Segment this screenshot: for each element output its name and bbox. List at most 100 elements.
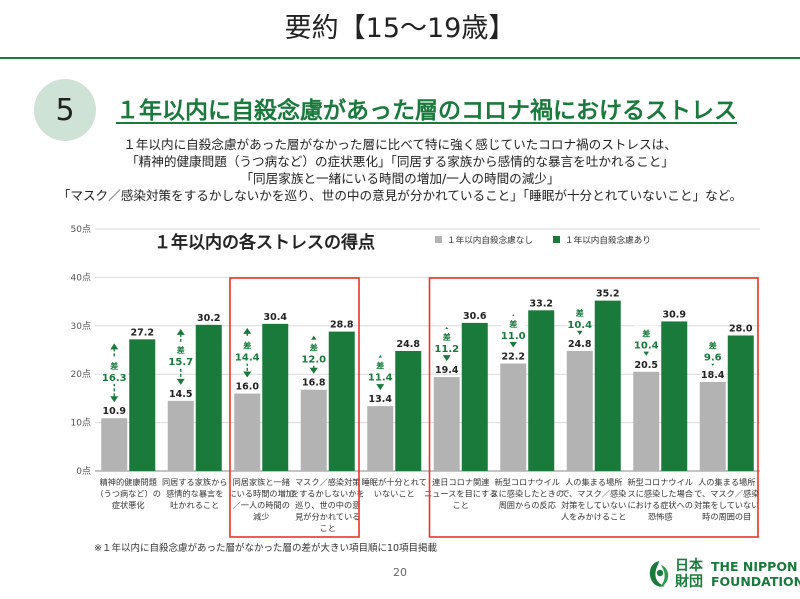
category-label: 症状悪化 — [112, 500, 145, 510]
foundation-mark-icon — [649, 561, 669, 587]
bar-ideation — [328, 331, 355, 471]
data-label: 35.2 — [596, 289, 619, 300]
bar-ideation — [661, 321, 688, 471]
category-label: こと — [320, 523, 336, 533]
y-tick-label: 20点 — [71, 369, 91, 380]
category-label: 新型コロナウイル — [627, 477, 693, 487]
difference-label-bg — [235, 337, 260, 364]
data-label: 33.2 — [530, 298, 553, 309]
summary-line: 「同居家族と一緒にいる時間の増加/一人の時間の減少」 — [240, 171, 560, 186]
difference-prefix: 差 — [575, 308, 584, 318]
stress-score-bar-chart: 0点 10点 20点 30点 40点 50点 １年以内自殺念慮なし １年以内自殺念慮あり 10.… — [71, 224, 760, 538]
y-tick-label: 0点 — [76, 466, 91, 477]
category-label: 人の集まる場所 — [565, 477, 622, 487]
category-label: 時の周囲の目 — [702, 512, 751, 522]
difference-arrowhead — [110, 396, 119, 403]
bar-no-ideation — [101, 418, 128, 471]
data-label: 20.5 — [635, 360, 658, 371]
summary-line: 「マスク／感染対策をするかしないかを巡り、世の中の意見が分かれていること」「睡眠… — [57, 188, 743, 203]
difference-arrowhead — [442, 355, 451, 362]
difference-arrowhead — [176, 328, 185, 335]
category-label: （うつ病など）の — [95, 489, 161, 499]
category-label: 減少 — [253, 512, 269, 522]
difference-label: 11.0 — [501, 331, 526, 342]
data-label: 18.4 — [701, 370, 725, 381]
difference-label-bg — [567, 304, 592, 331]
bar-ideation — [395, 350, 422, 471]
category-label: 巡り、世の中の意 — [295, 500, 360, 510]
data-label: 30.6 — [463, 311, 487, 322]
category-label: 精神的健康問題 — [100, 477, 157, 487]
bar-ideation — [528, 310, 555, 471]
data-label: 28.0 — [729, 323, 753, 334]
category-label: 同居する家族から — [162, 477, 228, 487]
difference-prefix: 差 — [176, 345, 185, 355]
data-label: 24.8 — [568, 339, 592, 350]
data-label: 24.8 — [397, 339, 421, 350]
category-label: 恐怖感 — [648, 512, 673, 522]
difference-arrowhead — [110, 343, 119, 350]
difference-label-bg — [368, 357, 393, 384]
category-label: にいる時間の増加 — [228, 489, 294, 499]
category-label: 人をみかけること — [561, 512, 627, 522]
difference-label-bg — [700, 337, 725, 364]
difference-arrowhead — [509, 341, 518, 348]
bar-ideation — [727, 335, 754, 471]
category-label: ／一人の時間の — [233, 500, 290, 510]
category-label: 見が分かれている — [295, 512, 360, 522]
category-label: いないこと — [374, 489, 415, 499]
difference-label: 9.6 — [704, 353, 722, 364]
legend-label: １年以内自殺念慮あり — [565, 234, 651, 246]
difference-label-bg — [434, 329, 459, 355]
category-label: 人の集まる場所 — [698, 477, 755, 487]
category-label: 対策をしていない — [694, 500, 759, 510]
y-tick-label: 10点 — [71, 418, 91, 429]
data-label: 30.9 — [663, 309, 686, 320]
bar-ideation — [461, 322, 488, 471]
difference-label-bg — [634, 325, 659, 352]
category-label: ニュースを目にする — [424, 489, 497, 499]
bar-ideation — [129, 339, 156, 471]
data-label: 13.4 — [369, 394, 393, 405]
foundation-name-jp: 日本 財団 — [675, 558, 703, 590]
data-label: 22.2 — [502, 352, 525, 363]
category-label: 同居家族と一緒 — [233, 477, 290, 487]
difference-prefix: 差 — [109, 361, 118, 371]
y-tick-label: 50点 — [71, 224, 91, 235]
difference-prefix: 差 — [508, 319, 517, 329]
data-label: 10.9 — [103, 406, 126, 417]
difference-label: 16.3 — [102, 373, 127, 384]
bar-ideation — [594, 300, 621, 471]
bar-no-ideation — [566, 350, 593, 471]
footnote: ※１年以内に自殺念慮があった層がなかった層の差が大きい項目順に10項目掲載 — [94, 543, 438, 554]
difference-label: 10.4 — [567, 320, 592, 331]
category-label: で、マスク／感染 — [561, 489, 626, 499]
bar-no-ideation — [300, 389, 327, 471]
data-label: 16.8 — [302, 378, 326, 389]
section-heading: １年以内に自殺念慮があった層のコロナ禍におけるストレス — [116, 98, 737, 124]
bar-no-ideation — [500, 363, 527, 471]
legend-swatch — [435, 236, 442, 243]
category-label: における症状への — [627, 500, 693, 510]
category-label: スに感染した場合 — [627, 489, 693, 499]
y-tick-label: 40点 — [71, 272, 91, 283]
summary-text: １年以内に自殺念慮があった層がなかった層に比べて特に強く感じていたコロナ禍のスト… — [0, 136, 800, 204]
legend-label: １年以内自殺念慮なし — [447, 234, 533, 246]
data-label: 28.8 — [330, 320, 354, 331]
category-label: こと — [453, 500, 469, 510]
difference-label: 12.0 — [301, 355, 326, 366]
category-label: 吐かれること — [170, 500, 219, 510]
difference-prefix: 差 — [375, 361, 384, 371]
difference-label: 15.7 — [168, 357, 193, 368]
difference-label-bg — [102, 357, 127, 384]
section-number-badge: 5 — [34, 79, 96, 141]
category-label: 周囲からの反応 — [499, 500, 556, 510]
data-label: 19.4 — [435, 365, 459, 376]
foundation-name-en: THE NIPPON FOUNDATION — [711, 559, 800, 589]
summary-line: 「精神的健康問題（うつ病など）の症状悪化」「同居する家族から感情的な暴言を吐かれ… — [126, 154, 674, 169]
difference-label: 11.4 — [368, 373, 393, 384]
page-title: 要約【15～19歳】 — [284, 13, 516, 44]
category-label: 連日コロナ関連 — [432, 477, 489, 487]
difference-arrowhead — [309, 367, 318, 374]
difference-prefix: 差 — [641, 329, 650, 339]
